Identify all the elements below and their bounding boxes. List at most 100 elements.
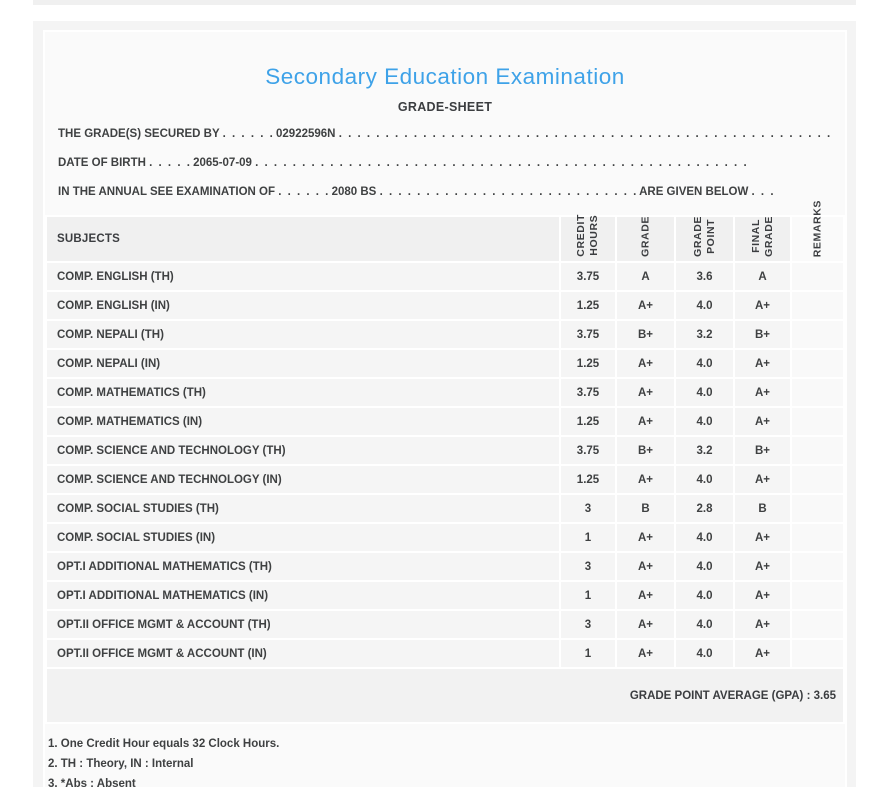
grade-row: OPT.I ADDITIONAL MATHEMATICS (IN) 1 A+ 4.0 A… — [47, 582, 843, 609]
cell-credit-hours: 1 — [561, 640, 615, 667]
cell-remarks — [792, 437, 843, 464]
dotted-filler: . . . . . . . . . . . . . . . . . . . . … — [338, 128, 831, 140]
cell-grade: A+ — [617, 640, 674, 667]
cell-final-grade: A+ — [735, 524, 790, 551]
cell-subject: COMP. ENGLISH (TH) — [47, 263, 559, 290]
cell-subject: OPT.I ADDITIONAL MATHEMATICS (IN) — [47, 582, 559, 609]
cell-final-grade: A+ — [735, 350, 790, 377]
dotted-filler: . . . . . . . . . . . . . . . . . . . . … — [255, 157, 747, 169]
cell-final-grade: B+ — [735, 321, 790, 348]
cell-final-grade: A+ — [735, 611, 790, 638]
cell-subject: COMP. NEPALI (IN) — [47, 350, 559, 377]
column-header-grade: GRADE — [617, 216, 674, 261]
date-of-birth-value: 2065-07-09 — [193, 157, 252, 169]
cell-remarks — [792, 292, 843, 319]
statement-date-of-birth: DATE OF BIRTH . . . . . 2065-07-09 . . .… — [58, 157, 835, 169]
cell-final-grade: A — [735, 263, 790, 290]
footnotes-block: 1. One Credit Hour equals 32 Clock Hours… — [48, 738, 835, 787]
cell-remarks — [792, 611, 843, 638]
table-footer-row: GRADE POINT AVERAGE (GPA) : 3.65 — [47, 669, 843, 722]
grade-row: COMP. ENGLISH (IN) 1.25 A+ 4.0 A+ — [47, 292, 843, 319]
cell-remarks — [792, 379, 843, 406]
statement-label: DATE OF BIRTH — [58, 157, 146, 169]
cell-credit-hours: 3 — [561, 611, 615, 638]
rotated-header-label: FINAL GRADE — [749, 216, 775, 257]
cell-final-grade: A+ — [735, 379, 790, 406]
cell-grade: A+ — [617, 292, 674, 319]
statement-secured-by: THE GRADE(S) SECURED BY . . . . . . 0292… — [58, 128, 835, 140]
cell-remarks — [792, 524, 843, 551]
cell-grade: A+ — [617, 379, 674, 406]
grades-table: SUBJECTS CREDIT HOURS GRADE GRADE POINT … — [45, 200, 845, 724]
column-header-credit-hours: CREDIT HOURS — [561, 214, 615, 261]
rotated-header-label: REMARKS — [810, 199, 823, 257]
statement-label: IN THE ANNUAL SEE EXAMINATION OF — [58, 186, 276, 198]
cell-credit-hours: 3.75 — [561, 379, 615, 406]
cell-credit-hours: 3.75 — [561, 321, 615, 348]
dotted-filler: . . . . . . — [222, 128, 273, 140]
cell-grade-point: 4.0 — [676, 379, 733, 406]
cell-remarks — [792, 640, 843, 667]
cell-grade-point: 3.2 — [676, 437, 733, 464]
cell-credit-hours: 1.25 — [561, 408, 615, 435]
statement-suffix: ARE GIVEN BELOW — [639, 186, 749, 198]
cell-grade: A+ — [617, 466, 674, 493]
grade-row: COMP. SOCIAL STUDIES (TH) 3 B 2.8 B — [47, 495, 843, 522]
cell-final-grade: A+ — [735, 640, 790, 667]
cell-grade: A+ — [617, 350, 674, 377]
dotted-filler: . . . . . . . . . . . . . . . . . . . . … — [379, 186, 637, 198]
grade-row: COMP. SCIENCE AND TECHNOLOGY (IN) 1.25 A+ 4… — [47, 466, 843, 493]
cell-subject: COMP. SCIENCE AND TECHNOLOGY (IN) — [47, 466, 559, 493]
cell-subject: COMP. SCIENCE AND TECHNOLOGY (TH) — [47, 437, 559, 464]
cell-grade: A+ — [617, 611, 674, 638]
rotated-header-label: GRADE — [638, 216, 651, 257]
rotated-header-label: CREDIT HOURS — [574, 214, 600, 257]
footnote-th-in: 2. TH : Theory, IN : Internal — [48, 758, 194, 770]
cell-grade: B+ — [617, 321, 674, 348]
sheet-subtitle: GRADE-SHEET — [397, 100, 493, 114]
cell-grade-point: 4.0 — [676, 611, 733, 638]
cell-grade-point: 4.0 — [676, 553, 733, 580]
statement-exam-year: IN THE ANNUAL SEE EXAMINATION OF . . . .… — [58, 186, 835, 198]
cell-subject: COMP. MATHEMATICS (TH) — [47, 379, 559, 406]
column-header-remarks: REMARKS — [792, 200, 843, 261]
dotted-filler: . . . — [751, 186, 774, 198]
grade-row: COMP. MATHEMATICS (TH) 3.75 A+ 4.0 A+ — [47, 379, 843, 406]
top-divider — [33, 0, 856, 5]
cell-final-grade: A+ — [735, 553, 790, 580]
cell-subject: COMP. SOCIAL STUDIES (IN) — [47, 524, 559, 551]
grades-table-body: COMP. ENGLISH (TH) 3.75 A 3.6 A COMP. ENGLISH… — [47, 263, 843, 667]
grade-row: COMP. MATHEMATICS (IN) 1.25 A+ 4.0 A+ — [47, 408, 843, 435]
cell-credit-hours: 1.25 — [561, 350, 615, 377]
cell-grade-point: 3.2 — [676, 321, 733, 348]
cell-subject: OPT.I ADDITIONAL MATHEMATICS (TH) — [47, 553, 559, 580]
cell-final-grade: B+ — [735, 437, 790, 464]
cell-remarks — [792, 350, 843, 377]
table-header-row: SUBJECTS CREDIT HOURS GRADE GRADE POINT … — [47, 200, 843, 261]
grade-row: OPT.I ADDITIONAL MATHEMATICS (TH) 3 A+ 4.0 A… — [47, 553, 843, 580]
cell-grade: A+ — [617, 408, 674, 435]
dotted-filler: . . . . . — [149, 157, 190, 169]
dotted-filler: . . . . . . — [278, 186, 329, 198]
cell-subject: OPT.II OFFICE MGMT & ACCOUNT (IN) — [47, 640, 559, 667]
cell-subject: COMP. SOCIAL STUDIES (TH) — [47, 495, 559, 522]
secured-by-value: 02922596N — [276, 128, 336, 140]
rotated-header-label: GRADE POINT — [691, 216, 717, 257]
statements-block: THE GRADE(S) SECURED BY . . . . . . 0292… — [58, 128, 835, 198]
column-header-grade-point: GRADE POINT — [676, 216, 733, 261]
cell-grade-point: 4.0 — [676, 292, 733, 319]
cell-final-grade: B — [735, 495, 790, 522]
grade-row: OPT.II OFFICE MGMT & ACCOUNT (IN) 1 A+ 4.0 A… — [47, 640, 843, 667]
cell-grade-point: 4.0 — [676, 408, 733, 435]
page-title: Secondary Education Examination — [265, 64, 625, 89]
grade-row: OPT.II OFFICE MGMT & ACCOUNT (TH) 3 A+ 4.0 A… — [47, 611, 843, 638]
cell-credit-hours: 3.75 — [561, 263, 615, 290]
cell-grade: A — [617, 263, 674, 290]
cell-grade-point: 3.6 — [676, 263, 733, 290]
cell-remarks — [792, 495, 843, 522]
grade-sheet-card: Secondary Education Examination GRADE-SH… — [43, 30, 847, 787]
cell-remarks — [792, 553, 843, 580]
footnote-credit-hour: 1. One Credit Hour equals 32 Clock Hours… — [48, 738, 280, 750]
cell-final-grade: A+ — [735, 466, 790, 493]
